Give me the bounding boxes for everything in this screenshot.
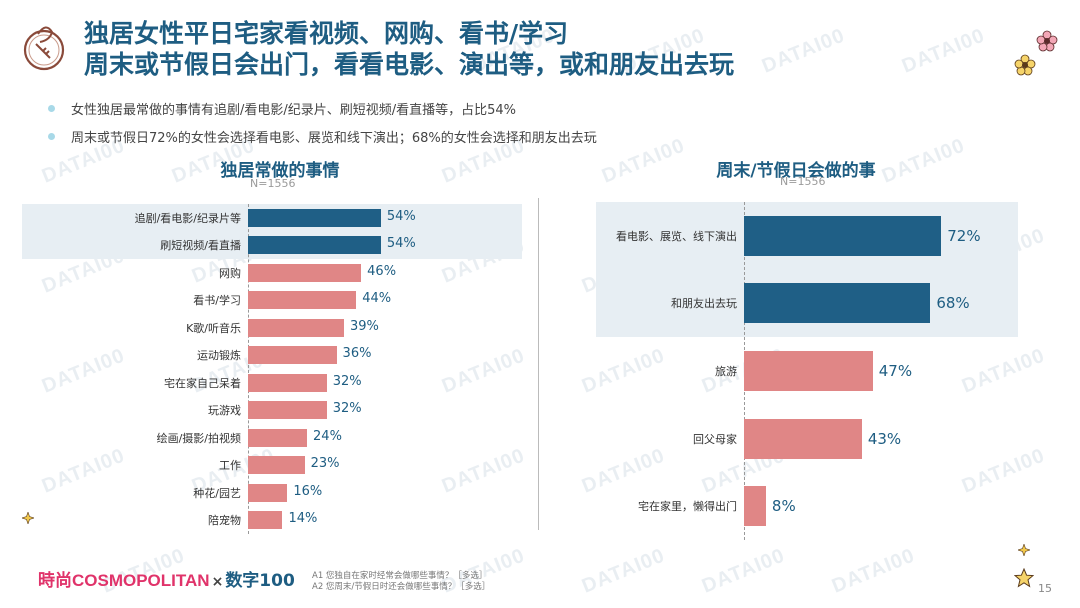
title-line-1: 独居女性平日宅家看视频、网购、看书/学习 <box>84 19 569 48</box>
brand-separator: × <box>211 574 224 590</box>
shuzi100-logo: 数字100 <box>225 571 295 591</box>
chart-title-left: 独居常做的事情 <box>220 161 340 181</box>
category-label: 工作 <box>219 459 241 473</box>
category-label: 刷短视频/看直播 <box>160 239 241 253</box>
cosmopolitan-logo: 時尚COSMOPOLITAN <box>38 571 210 590</box>
value-label: 16% <box>293 483 323 499</box>
bar <box>248 401 327 420</box>
bar <box>248 263 362 282</box>
value-label: 68% <box>936 294 970 313</box>
category-label: 绘画/摄影/拍视频 <box>156 431 241 445</box>
value-label: 46% <box>367 263 397 279</box>
bar <box>744 283 931 324</box>
question-note-1: A1 您独自在家时经常会做哪些事情？［多选］ <box>312 571 488 581</box>
bar <box>248 291 357 310</box>
bullet-text: 周末或节假日72%的女性会选择看电影、展览和线下演出；68%的女性会选择和朋友出… <box>71 131 597 146</box>
bar <box>248 511 283 530</box>
page-title: 独居女性平日宅家看视频、网购、看书/学习 周末或节假日会出门，看看电影、演出等，… <box>84 18 734 80</box>
bar <box>248 428 308 447</box>
value-label: 14% <box>288 511 318 527</box>
sparkle-icon <box>1018 544 1030 556</box>
chart-right: 看电影、展览、线下演出 72% 和朋友出去玩 68% 旅游 47% 回父母家 43% 宅在家里，… <box>596 202 1018 540</box>
chart-divider <box>538 198 539 530</box>
key-ring-logo-icon <box>23 26 65 71</box>
bar <box>248 456 305 475</box>
category-label: K歌/听音乐 <box>186 321 241 335</box>
bar <box>744 351 873 391</box>
value-label: 8% <box>771 497 796 516</box>
value-label: 54% <box>386 208 416 224</box>
value-label: 72% <box>947 226 981 245</box>
watermark-text: DATAI00 <box>698 544 789 598</box>
question-note-2: A2 您周末/节假日时还会做哪些事情？［多选］ <box>312 582 491 592</box>
category-label: 追剧/看电影/纪录片等 <box>134 211 241 225</box>
watermark-text: DATAI00 <box>758 24 849 78</box>
value-label: 43% <box>867 429 902 448</box>
bar <box>248 236 381 255</box>
chart-title-right: 周末/节假日会做的事 <box>716 161 876 181</box>
bullet-item: 女性独居最常做的事情有追剧/看电影/纪录片、刷短视频/看直播等，占比54% <box>48 99 516 118</box>
category-label: 玩游戏 <box>208 404 241 418</box>
bullet-text: 女性独居最常做的事情有追剧/看电影/纪录片、刷短视频/看直播等，占比54% <box>71 103 517 118</box>
bar <box>744 215 942 256</box>
watermark-text: DATAI00 <box>578 544 669 598</box>
watermark-text: DATAI00 <box>898 24 989 78</box>
value-label: 36% <box>342 346 372 362</box>
sparkle-icon <box>22 512 34 524</box>
category-label: 宅在家自己呆着 <box>164 376 241 390</box>
chart-sample-size-right: N=1556 <box>780 175 826 188</box>
category-label: 看电影、展览、线下演出 <box>616 229 737 243</box>
category-label: 看书/学习 <box>193 294 241 308</box>
bar <box>744 486 766 527</box>
bar <box>744 418 862 459</box>
category-label: 和朋友出去玩 <box>671 297 737 311</box>
value-label: 32% <box>332 373 362 389</box>
category-label: 陪宠物 <box>208 514 241 528</box>
category-label: 宅在家里，懒得出门 <box>638 500 737 514</box>
chart-left: 追剧/看电影/纪录片等 54% 刷短视频/看直播 54% 网购 46% 看书/学习 44% K歌… <box>22 204 522 534</box>
bullet-dot <box>48 133 55 140</box>
value-label: 32% <box>332 401 362 417</box>
value-label: 54% <box>386 236 416 252</box>
page-number: 15 <box>1038 582 1052 595</box>
value-label: 44% <box>362 291 392 307</box>
star-icon <box>1014 568 1034 588</box>
category-label: 运动锻炼 <box>197 349 241 363</box>
bullet-item: 周末或节假日72%的女性会选择看电影、展览和线下演出；68%的女性会选择和朋友出… <box>48 127 597 146</box>
watermark-text: DATAI00 <box>828 544 919 598</box>
value-label: 39% <box>349 318 379 334</box>
category-label: 种花/园艺 <box>193 486 241 500</box>
bar <box>248 318 344 337</box>
bullet-dot <box>48 105 55 112</box>
brand-logos: 時尚COSMOPOLITAN × 数字100 <box>38 566 295 591</box>
value-label: 24% <box>313 428 342 444</box>
flower-icon <box>1036 30 1058 52</box>
chart-axis <box>248 204 249 534</box>
bar <box>248 208 381 227</box>
value-label: 47% <box>878 362 913 380</box>
category-label: 回父母家 <box>693 432 737 446</box>
title-line-2: 周末或节假日会出门，看看电影、演出等，或和朋友出去玩 <box>84 50 735 79</box>
category-label: 旅游 <box>715 365 737 378</box>
chart-sample-size-left: N=1556 <box>250 177 296 190</box>
bar <box>248 373 327 392</box>
category-label: 网购 <box>219 266 241 280</box>
value-label: 23% <box>310 456 340 472</box>
flower-icon <box>1014 54 1036 76</box>
bar <box>248 483 288 502</box>
bar <box>248 346 337 365</box>
